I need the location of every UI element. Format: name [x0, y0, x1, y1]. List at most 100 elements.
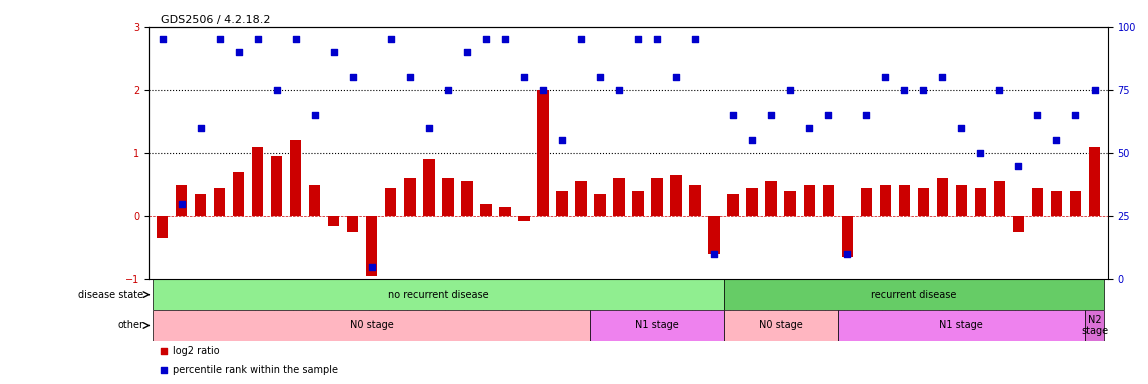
- Point: [420, 125, 439, 131]
- Bar: [595, 194, 606, 216]
- Text: log2 ratio: log2 ratio: [173, 346, 219, 356]
- Point: [154, 36, 172, 43]
- Bar: [176, 185, 187, 216]
- Bar: [804, 185, 815, 216]
- Bar: [1032, 188, 1044, 216]
- Point: [647, 36, 666, 43]
- Point: [230, 49, 248, 55]
- Point: [838, 251, 856, 257]
- Bar: [590, 310, 723, 341]
- Bar: [955, 185, 967, 216]
- Bar: [728, 194, 739, 216]
- Text: N1 stage: N1 stage: [635, 321, 678, 331]
- Point: [629, 36, 647, 43]
- Text: disease state: disease state: [78, 290, 144, 300]
- Bar: [442, 178, 453, 216]
- Point: [743, 137, 761, 144]
- Bar: [328, 216, 340, 225]
- Point: [895, 87, 914, 93]
- Text: N1 stage: N1 stage: [939, 321, 983, 331]
- Bar: [746, 188, 758, 216]
- Text: percentile rank within the sample: percentile rank within the sample: [173, 365, 339, 375]
- Bar: [537, 90, 549, 216]
- Bar: [822, 185, 833, 216]
- Bar: [975, 188, 986, 216]
- Bar: [784, 191, 796, 216]
- Point: [914, 87, 932, 93]
- Point: [287, 36, 305, 43]
- Point: [1047, 137, 1065, 144]
- Point: [172, 200, 191, 207]
- Point: [610, 87, 628, 93]
- Point: [591, 74, 610, 80]
- Bar: [899, 185, 910, 216]
- Bar: [385, 188, 396, 216]
- Point: [750, 268, 768, 275]
- Point: [724, 112, 743, 118]
- Text: N0 stage: N0 stage: [759, 321, 802, 331]
- Text: other: other: [117, 321, 144, 331]
- Bar: [153, 310, 590, 341]
- Point: [762, 112, 781, 118]
- Point: [858, 112, 876, 118]
- Text: recurrent disease: recurrent disease: [871, 290, 956, 300]
- Point: [781, 87, 799, 93]
- Point: [553, 137, 572, 144]
- Bar: [366, 216, 378, 276]
- Point: [363, 263, 381, 270]
- Bar: [518, 216, 529, 221]
- Bar: [214, 188, 225, 216]
- Bar: [233, 172, 245, 216]
- Bar: [1085, 310, 1104, 341]
- Point: [667, 74, 685, 80]
- Text: N2
stage: N2 stage: [1081, 314, 1108, 336]
- Point: [439, 87, 457, 93]
- Bar: [290, 141, 302, 216]
- Bar: [1013, 216, 1024, 232]
- Point: [991, 87, 1009, 93]
- Bar: [879, 185, 891, 216]
- Point: [1029, 112, 1047, 118]
- Point: [1009, 162, 1027, 169]
- Point: [305, 112, 324, 118]
- Bar: [347, 216, 358, 232]
- Point: [685, 36, 704, 43]
- Point: [819, 112, 837, 118]
- Text: no recurrent disease: no recurrent disease: [388, 290, 489, 300]
- Text: N0 stage: N0 stage: [350, 321, 394, 331]
- Point: [496, 36, 514, 43]
- Bar: [424, 159, 435, 216]
- Bar: [708, 216, 720, 254]
- Bar: [309, 185, 320, 216]
- Bar: [480, 204, 491, 216]
- Bar: [723, 310, 838, 341]
- Point: [876, 74, 894, 80]
- Point: [401, 74, 419, 80]
- Point: [210, 36, 228, 43]
- Bar: [251, 147, 263, 216]
- Bar: [1088, 147, 1100, 216]
- Bar: [271, 156, 282, 216]
- Bar: [195, 194, 207, 216]
- Point: [476, 36, 495, 43]
- Bar: [613, 178, 625, 216]
- Point: [534, 87, 552, 93]
- Bar: [153, 279, 723, 310]
- Point: [343, 74, 362, 80]
- Bar: [157, 216, 169, 238]
- Bar: [461, 181, 473, 216]
- Bar: [575, 181, 587, 216]
- Point: [933, 74, 952, 80]
- Bar: [937, 178, 948, 216]
- Text: GDS2506 / 4.2.18.2: GDS2506 / 4.2.18.2: [161, 15, 270, 25]
- Point: [971, 150, 990, 156]
- Point: [1085, 87, 1103, 93]
- Bar: [690, 185, 700, 216]
- Bar: [841, 216, 853, 257]
- Point: [458, 49, 476, 55]
- Point: [325, 49, 343, 55]
- Bar: [633, 191, 644, 216]
- Bar: [917, 188, 929, 216]
- Point: [192, 125, 210, 131]
- Bar: [766, 181, 777, 216]
